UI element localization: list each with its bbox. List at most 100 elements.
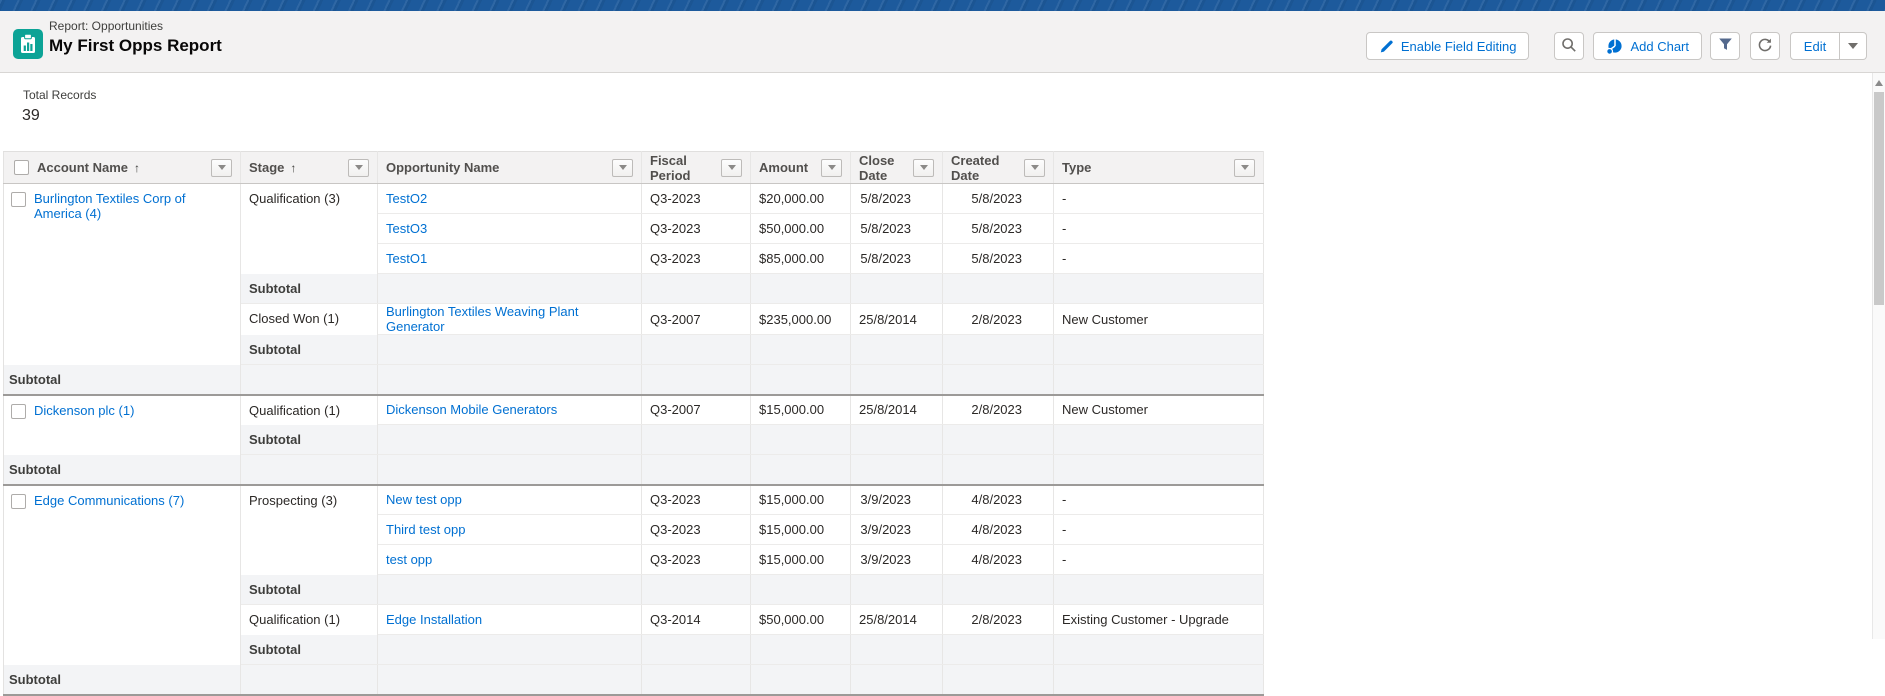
add-chart-button[interactable]: Add Chart: [1593, 32, 1702, 60]
cell-created-date: 2/8/2023: [942, 394, 1054, 425]
cell-opportunity-name: TestO1: [377, 243, 642, 274]
subtotal-cell-amount: [750, 334, 851, 365]
subtotal-cell-opportunity-name: [377, 634, 642, 665]
subtotal-cell-type: [1053, 334, 1264, 365]
table-row: Qualification (1) Edge Installation Q3-201…: [4, 604, 1264, 635]
opportunity-link[interactable]: TestO1: [386, 251, 428, 266]
cell-created-date: 2/8/2023: [942, 303, 1054, 335]
cell-opportunity-name: TestO3: [377, 213, 642, 244]
column-filter-icon[interactable]: [913, 158, 934, 177]
vertical-scrollbar[interactable]: [1872, 73, 1885, 639]
opportunity-link[interactable]: test opp: [386, 552, 433, 567]
account-link[interactable]: Edge Communications (7): [34, 492, 185, 508]
edit-menu-button[interactable]: [1840, 32, 1867, 60]
refresh-button[interactable]: [1750, 32, 1780, 60]
subtotal-cell-type: [1053, 454, 1264, 486]
subtotal-cell-created-date: [942, 664, 1054, 696]
stage-subtotal-row: Subtotal: [4, 273, 1264, 304]
subtotal-cell-opportunity-name: [377, 664, 642, 696]
cell-account-name: Edge Communications (7): [3, 484, 241, 665]
account-link[interactable]: Dickenson plc (1): [34, 402, 135, 418]
subtotal-cell-close-date: [850, 454, 943, 486]
subtotal-cell-amount: [750, 273, 851, 304]
cell-fiscal-period: Q3-2023: [641, 484, 751, 515]
table-row: Edge Communications (7) Prospecting (3) Ne…: [3, 484, 1264, 665]
column-label: Account Name: [37, 160, 129, 175]
subtotal-cell-created-date: [942, 634, 1054, 665]
column-header-amount[interactable]: Amount: [750, 151, 851, 184]
subtotal-cell-fiscal-period: [641, 634, 751, 665]
cell-amount: $15,000.00: [750, 394, 851, 425]
column-filter-icon[interactable]: [1234, 158, 1255, 177]
cell-created-date: 5/8/2023: [942, 243, 1054, 274]
subtotal-cell-stage: [240, 364, 378, 396]
stage-subtotal-label: Subtotal: [240, 574, 378, 605]
stage-subtotal-label: Subtotal: [240, 634, 378, 665]
column-label: Stage: [249, 160, 285, 175]
account-link[interactable]: Burlington Textiles Corp of America (4): [34, 191, 186, 221]
column-header-type[interactable]: Type: [1053, 151, 1264, 184]
filter-button[interactable]: [1710, 32, 1740, 60]
column-filter-icon[interactable]: [721, 158, 742, 177]
cell-stage: Closed Won (1): [240, 303, 378, 335]
select-all-checkbox[interactable]: [14, 160, 29, 175]
scroll-up-icon[interactable]: [1875, 80, 1883, 86]
opportunity-link[interactable]: Dickenson Mobile Generators: [386, 402, 558, 418]
column-label: Amount: [759, 160, 809, 175]
account-subtotal-row: Subtotal: [3, 454, 1264, 486]
sort-asc-icon: ↑: [134, 160, 141, 175]
cell-created-date: 5/8/2023: [942, 183, 1054, 214]
table-row: Third test opp Q3-2023 $15,000.00 3/9/2023 4…: [4, 514, 1264, 545]
scrollbar-thumb[interactable]: [1874, 92, 1884, 305]
enable-field-editing-button[interactable]: Enable Field Editing: [1365, 32, 1530, 60]
opportunity-link[interactable]: New test opp: [386, 492, 462, 508]
column-header-stage[interactable]: Stage ↑: [240, 151, 378, 184]
opportunity-link[interactable]: Third test opp: [386, 522, 466, 537]
stage-subtotal-label: Subtotal: [240, 334, 378, 365]
column-filter-icon[interactable]: [348, 158, 369, 177]
column-filter-icon[interactable]: [612, 158, 633, 177]
subtotal-cell-type: [1053, 364, 1264, 396]
table-row: TestO1 Q3-2023 $85,000.00 5/8/2023 5/8/2023-: [4, 243, 1264, 274]
cell-account-name: Burlington Textiles Corp of America (4): [3, 183, 241, 365]
cell-opportunity-name: Burlington Textiles Weaving Plant Genera…: [377, 303, 642, 335]
row-checkbox[interactable]: [11, 403, 26, 419]
column-header-opportunity-name[interactable]: Opportunity Name: [377, 151, 642, 184]
subtotal-cell-type: [1053, 664, 1264, 696]
subtotal-cell-opportunity-name: [377, 273, 642, 304]
row-checkbox[interactable]: [11, 493, 26, 509]
cell-opportunity-name: test opp: [377, 544, 642, 575]
cell-amount: $15,000.00: [750, 484, 851, 515]
subtotal-cell-close-date: [850, 424, 943, 455]
cell-amount: $235,000.00: [750, 303, 851, 335]
table-row: Dickenson plc (1) Qualification (1) Dicken…: [3, 394, 1264, 455]
cell-created-date: 2/8/2023: [942, 604, 1054, 635]
cell-close-date: 25/8/2014: [850, 303, 943, 335]
column-filter-icon[interactable]: [1024, 158, 1045, 177]
cell-fiscal-period: Q3-2023: [641, 243, 751, 274]
cell-stage: Qualification (1): [240, 394, 378, 425]
account-subtotal-row: Subtotal: [3, 364, 1264, 396]
subtotal-cell-fiscal-period: [641, 454, 751, 486]
column-header-account-name[interactable]: Account Name ↑: [3, 151, 241, 184]
opportunity-link[interactable]: Edge Installation: [386, 612, 483, 627]
column-filter-icon[interactable]: [211, 158, 232, 177]
opportunity-link[interactable]: TestO2: [386, 191, 428, 206]
column-label: Opportunity Name: [386, 160, 500, 175]
cell-fiscal-period: Q3-2007: [641, 394, 751, 425]
column-header-created-date[interactable]: Created Date: [942, 151, 1054, 184]
column-header-close-date[interactable]: Close Date: [850, 151, 943, 184]
column-header-fiscal-period[interactable]: Fiscal Period: [641, 151, 751, 184]
search-button[interactable]: [1554, 32, 1585, 60]
column-label: Type: [1062, 160, 1092, 175]
total-records-label: Total Records: [23, 88, 97, 102]
opportunity-link[interactable]: TestO3: [386, 221, 428, 236]
column-filter-icon[interactable]: [821, 158, 842, 177]
total-records-value: 39: [22, 107, 40, 124]
cell-type: New Customer: [1053, 303, 1264, 335]
edit-button[interactable]: Edit: [1790, 32, 1840, 60]
cell-type: New Customer: [1053, 394, 1264, 425]
opportunity-link[interactable]: Burlington Textiles Weaving Plant Genera…: [386, 304, 579, 334]
table-header-row: Account Name ↑ Stage ↑ Opportunity Name: [3, 151, 1264, 184]
row-checkbox[interactable]: [11, 192, 26, 207]
